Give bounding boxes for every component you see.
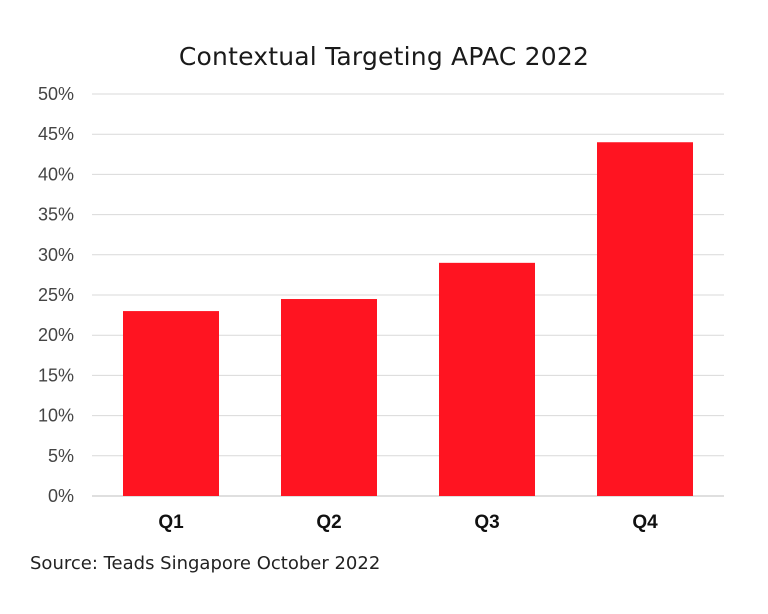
x-category-label: Q4	[632, 512, 658, 533]
x-category-label: Q1	[158, 512, 184, 533]
y-tick-label: 50%	[38, 84, 74, 104]
y-tick-label: 35%	[38, 205, 74, 225]
y-tick-label: 10%	[38, 406, 74, 426]
y-axis-tick-labels: 0% 5% 10% 15% 20% 25% 30% 35% 40% 45% 50%	[38, 84, 74, 506]
bars	[123, 142, 693, 497]
x-axis-category-labels: Q1 Q2 Q3 Q4	[158, 512, 658, 533]
bar-q1	[123, 311, 219, 496]
y-tick-label: 20%	[38, 325, 74, 345]
bar-q2	[281, 299, 377, 496]
y-tick-label: 0%	[48, 486, 74, 506]
source-note: Source: Teads Singapore October 2022	[30, 553, 381, 574]
x-category-label: Q3	[474, 512, 499, 533]
y-tick-label: 40%	[38, 164, 74, 184]
y-tick-label: 5%	[48, 446, 74, 466]
bar-q4	[597, 142, 693, 497]
y-tick-label: 45%	[38, 124, 74, 144]
y-tick-label: 15%	[38, 365, 74, 385]
y-tick-label: 25%	[38, 285, 74, 305]
bar-q3	[439, 262, 535, 496]
chart-title: Contextual Targeting APAC 2022	[178, 42, 590, 71]
y-tick-label: 30%	[38, 245, 74, 265]
x-category-label: Q2	[316, 512, 341, 533]
